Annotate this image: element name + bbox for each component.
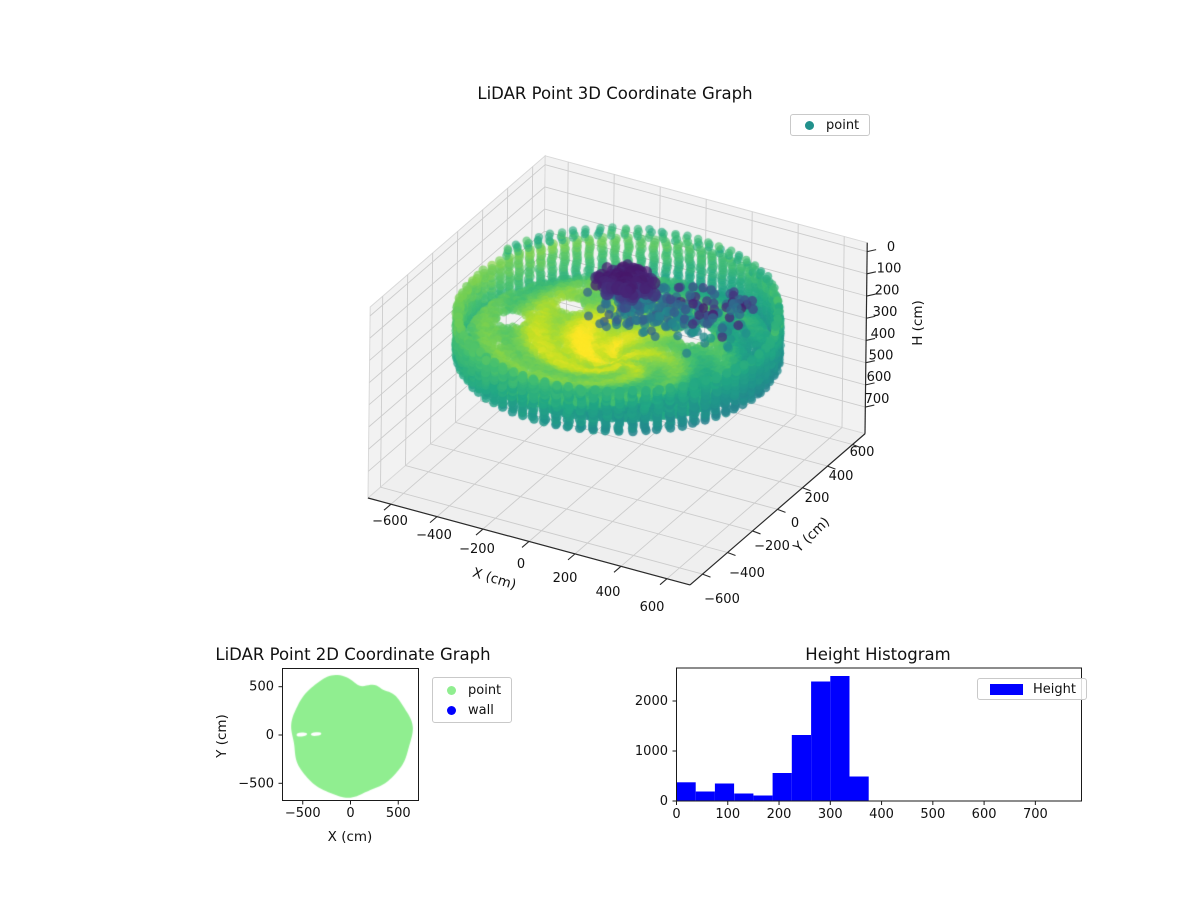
- svg-text:400: 400: [869, 807, 894, 822]
- legend-label: point: [468, 682, 502, 698]
- svg-text:500: 500: [920, 807, 945, 822]
- plot-2d-title: LiDAR Point 2D Coordinate Graph: [215, 645, 491, 664]
- svg-text:−600: −600: [704, 592, 740, 607]
- svg-text:0: 0: [346, 806, 354, 821]
- legend-entry-height: Height: [978, 679, 1086, 699]
- svg-text:−200: −200: [754, 539, 790, 554]
- svg-text:−600: −600: [372, 514, 408, 529]
- svg-text:600: 600: [972, 807, 997, 822]
- svg-text:400: 400: [596, 585, 621, 600]
- svg-text:1000: 1000: [635, 744, 668, 759]
- svg-text:500: 500: [249, 680, 274, 695]
- svg-text:200: 200: [875, 283, 900, 298]
- svg-text:2000: 2000: [635, 694, 668, 709]
- svg-text:600: 600: [640, 600, 665, 615]
- svg-text:300: 300: [873, 305, 898, 320]
- svg-text:0: 0: [791, 516, 799, 531]
- svg-text:100: 100: [877, 262, 902, 277]
- svg-text:0: 0: [517, 557, 525, 572]
- svg-text:700: 700: [865, 392, 890, 407]
- svg-text:0: 0: [266, 728, 274, 743]
- plot-3d-title: LiDAR Point 3D Coordinate Graph: [477, 84, 753, 103]
- svg-text:−200: −200: [459, 542, 495, 557]
- legend-entry-point: point: [791, 115, 869, 135]
- svg-text:−400: −400: [729, 566, 765, 581]
- svg-text:500: 500: [386, 806, 411, 821]
- svg-text:0: 0: [660, 794, 668, 809]
- svg-text:700: 700: [1023, 807, 1048, 822]
- histogram-title: Height Histogram: [805, 645, 951, 664]
- plot-2d-legend: point wall: [432, 677, 513, 723]
- svg-text:0: 0: [887, 240, 895, 255]
- legend-label: wall: [468, 702, 494, 718]
- plot-2d-x-axis-label: X (cm): [327, 829, 373, 845]
- svg-text:200: 200: [553, 571, 578, 586]
- legend-label: point: [826, 117, 860, 133]
- legend-entry-wall: wall: [433, 700, 511, 720]
- plot-3d-h-axis-label: H (cm): [909, 300, 926, 346]
- svg-text:400: 400: [829, 469, 854, 484]
- svg-text:600: 600: [850, 445, 875, 460]
- svg-text:400: 400: [871, 327, 896, 342]
- plot-3d-legend: point: [790, 114, 871, 136]
- wall-marker-icon: [447, 705, 456, 715]
- svg-text:200: 200: [767, 807, 792, 822]
- svg-text:−500: −500: [238, 776, 274, 791]
- svg-text:0: 0: [672, 807, 680, 822]
- svg-text:−400: −400: [416, 528, 452, 543]
- svg-text:300: 300: [818, 807, 843, 822]
- legend-entry-point: point: [433, 680, 511, 700]
- svg-text:500: 500: [869, 349, 894, 364]
- legend-label: Height: [1033, 681, 1076, 697]
- height-swatch-icon: [990, 683, 1023, 695]
- plot-2d-y-axis-label: Y (cm): [213, 714, 230, 758]
- svg-text:200: 200: [805, 491, 830, 506]
- svg-text:100: 100: [715, 807, 740, 822]
- point-marker-icon: [805, 120, 814, 130]
- svg-text:−500: −500: [285, 806, 321, 821]
- point-marker-icon: [447, 685, 456, 695]
- histogram-legend: Height: [977, 678, 1087, 700]
- svg-text:600: 600: [867, 370, 892, 385]
